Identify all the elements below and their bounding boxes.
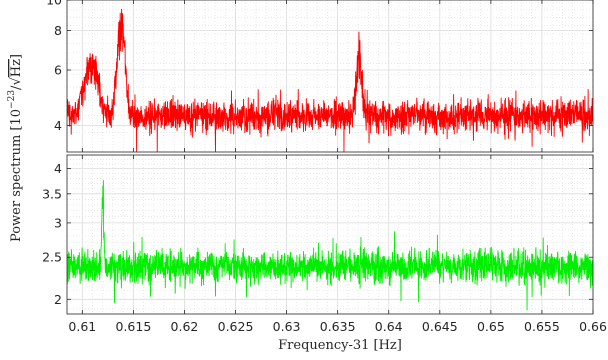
y-tick-label: 2: [54, 292, 62, 307]
x-tick-label: 0.61: [68, 319, 96, 334]
x-tick-label: 0.65: [477, 319, 505, 334]
top-panel: 4 6 8 10: [46, 0, 594, 153]
x-tick-label: 0.64: [375, 319, 403, 334]
plot-frame-bottom: [66, 154, 594, 315]
x-tick-label: 0.615: [115, 319, 151, 334]
y-tick-label: 4: [54, 161, 62, 176]
y-axis-label-slash: /: [9, 85, 24, 90]
x-tick-label: 0.635: [320, 319, 356, 334]
y-tick-label: 6: [54, 63, 62, 78]
y-tick-label: 3: [54, 215, 62, 230]
series-line-bottom: [67, 180, 593, 311]
x-tick-label: 0.625: [218, 319, 254, 334]
x-axis-label: Frequency-31 [Hz]: [278, 338, 402, 353]
y-axis-label-main: Power spectrum [10: [9, 109, 24, 242]
x-tick-label: 0.63: [273, 319, 301, 334]
y-tick-label: 2.5: [42, 250, 62, 265]
bottom-panel: 2 2.5 3 3.5 4: [42, 154, 594, 315]
y-axis-label-exp: −23: [7, 90, 17, 109]
series-line-top: [67, 8, 593, 152]
y-axis-label: Power spectrum [10−23/√Hz]: [7, 54, 24, 242]
plot-frame-top: [66, 0, 594, 153]
y-tick-label: 3.5: [42, 186, 62, 201]
y-tick-label: 10: [46, 0, 62, 8]
y-tick-label: 8: [54, 23, 62, 38]
x-tick-label: 0.66: [579, 319, 607, 334]
x-tick-label: 0.62: [171, 319, 199, 334]
y-axis-label-close: ]: [9, 54, 24, 59]
x-tick-label: 0.645: [422, 319, 458, 334]
y-axis-label-root: √: [9, 77, 24, 86]
y-axis-label-unit: Hz: [9, 59, 24, 77]
y-tick-label: 4: [54, 118, 62, 133]
x-axis: 0.61 0.615 0.62 0.625 0.63 0.635 0.64 0.645 0.65…: [68, 319, 607, 334]
x-tick-label: 0.655: [524, 319, 560, 334]
